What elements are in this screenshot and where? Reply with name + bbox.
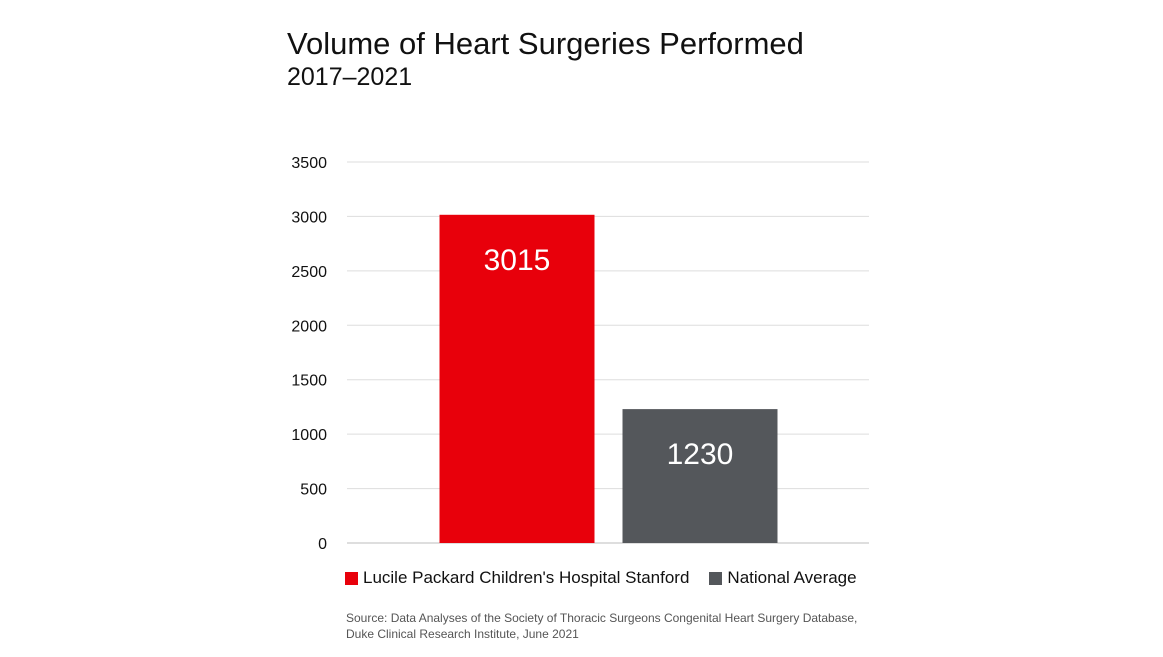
source-note: Source: Data Analyses of the Society of … (346, 610, 857, 642)
bar-label-national-average: 1230 (667, 438, 734, 471)
source-line-2: Duke Clinical Research Institute, June 2… (346, 627, 579, 641)
y-tick-label-500: 500 (300, 482, 327, 499)
y-tick-label-3500: 3500 (291, 155, 327, 172)
source-line-1: Source: Data Analyses of the Society of … (346, 611, 858, 625)
y-tick-label-2000: 2000 (291, 318, 327, 335)
legend-item-national-average: National Average (709, 568, 857, 588)
bar-national-average (622, 409, 778, 543)
legend-item-stanford: Lucile Packard Children's Hospital Stanf… (345, 568, 689, 588)
bars (439, 214, 778, 543)
legend-swatch-stanford (345, 571, 358, 585)
chart-title: Volume of Heart Surgeries Performed (287, 26, 804, 61)
bar-stanford (439, 214, 595, 543)
legend-label-stanford: Lucile Packard Children's Hospital Stanf… (363, 568, 690, 587)
legend-swatch-national-average (709, 571, 723, 585)
y-tick-label-0: 0 (318, 536, 327, 553)
y-tick-label-3000: 3000 (291, 209, 327, 226)
legend-label-national-average: National Average (727, 568, 857, 587)
bar-label-stanford: 3015 (484, 244, 551, 277)
legend: Lucile Packard Children's Hospital Stanf… (345, 566, 857, 590)
y-tick-label-2500: 2500 (291, 264, 327, 281)
y-axis: 0 500 1000 1500 2000 2500 3000 3500 (291, 155, 327, 553)
y-tick-label-1500: 1500 (291, 373, 327, 390)
gridlines (347, 161, 869, 544)
bar-labels: 3015 1230 (484, 244, 734, 471)
chart-subtitle: 2017–2021 (287, 63, 413, 91)
y-tick-label-1000: 1000 (291, 427, 327, 444)
